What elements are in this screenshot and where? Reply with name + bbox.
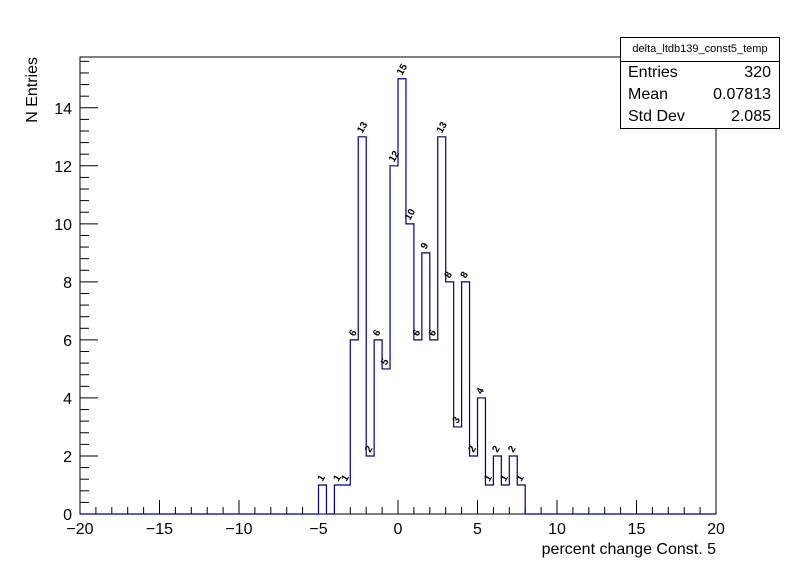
y-tick-label: 4 [63, 391, 72, 408]
histogram-outline [80, 78, 716, 515]
bin-value-label: 6 [347, 328, 360, 339]
bin-value-label: 8 [443, 270, 456, 281]
bin-value-label: 9 [419, 241, 432, 252]
bin-value-label: 6 [427, 328, 440, 339]
bin-value-label: 4 [475, 386, 488, 397]
stats-stddev-value: 2.085 [730, 108, 771, 125]
bin-value-label: 15 [395, 62, 410, 78]
bin-value-label: 2 [506, 444, 519, 455]
bin-value-label: 1 [498, 473, 511, 484]
bin-value-label: 6 [371, 328, 384, 339]
y-tick-label: 8 [63, 275, 72, 292]
bin-value-label: 6 [411, 328, 424, 339]
x-tick-label: −15 [146, 521, 173, 538]
x-tick-label: −5 [309, 521, 327, 538]
y-tick-label: 2 [63, 449, 72, 466]
stats-mean-value: 0.07813 [713, 86, 771, 103]
stats-box: delta_ltdb139_const5_temp Entries 320 Me… [620, 37, 780, 129]
bin-value-label: 2 [490, 444, 503, 455]
y-tick-label: 10 [54, 217, 72, 234]
y-tick-label: 6 [63, 333, 72, 350]
bin-value-label: 1 [331, 473, 344, 484]
bin-value-label: 12 [387, 149, 402, 165]
stats-title: delta_ltdb139_const5_temp [621, 38, 779, 62]
y-tick-label: 12 [54, 159, 72, 176]
x-tick-label: 5 [473, 521, 482, 538]
bin-value-label: 1 [514, 473, 527, 484]
bin-value-label: 1 [339, 473, 352, 484]
y-tick-label: 0 [63, 507, 72, 524]
stats-row-mean: Mean 0.07813 [621, 84, 779, 106]
stats-stddev-label: Std Dev [628, 108, 685, 125]
bin-value-label: 2 [363, 444, 376, 455]
x-axis-label: percent change Const. 5 [542, 541, 716, 558]
x-tick-label: 0 [394, 521, 403, 538]
bin-value-label: 1 [482, 473, 495, 484]
y-axis-label: N Entries [24, 57, 41, 123]
x-tick-label: 15 [628, 521, 646, 538]
stats-entries-label: Entries [628, 64, 678, 81]
stats-row-entries: Entries 320 [621, 62, 779, 84]
x-tick-label: −20 [66, 521, 93, 538]
bin-value-label: 8 [459, 270, 472, 281]
bin-value-label: 3 [451, 415, 464, 426]
x-tick-label: −10 [225, 521, 252, 538]
x-axis: −20 −15 −10 −5 0 5 10 15 20 [66, 500, 725, 538]
bin-value-label: 1 [316, 473, 329, 484]
bin-value-label: 2 [467, 444, 480, 455]
x-tick-label: 10 [548, 521, 566, 538]
x-tick-label: 20 [707, 521, 725, 538]
bin-value-label: 13 [355, 120, 370, 136]
stats-mean-label: Mean [628, 86, 669, 103]
bin-value-label: 13 [435, 120, 450, 136]
bin-value-label: 10 [403, 207, 418, 223]
y-tick-label: 14 [54, 101, 72, 118]
y-axis: 0 2 4 6 8 10 12 14 [54, 60, 98, 524]
stats-row-stddev: Std Dev 2.085 [621, 106, 779, 128]
stats-entries-value: 320 [744, 64, 771, 81]
bin-value-label: 5 [379, 357, 392, 368]
